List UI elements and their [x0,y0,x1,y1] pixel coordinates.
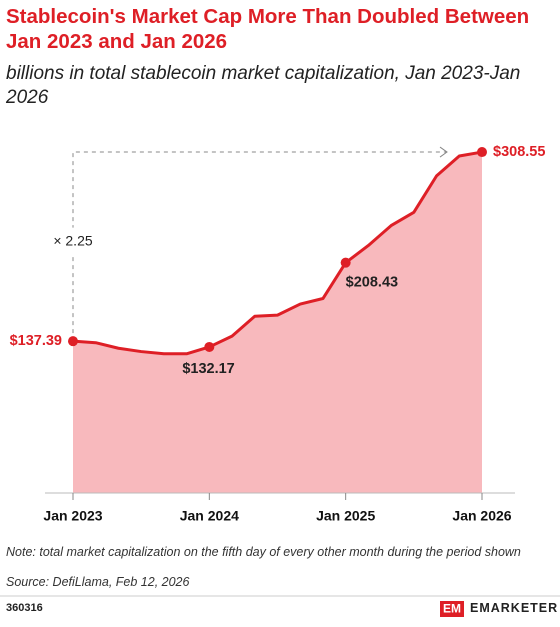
x-tick-label: Jan 2024 [180,508,239,524]
x-tick-label: Jan 2023 [43,508,102,524]
logo: EM [440,601,464,617]
brand: EMARKETER [470,601,559,615]
data-label: $132.17 [182,361,234,377]
source: Source: DefiLlama, Feb 12, 2026 [6,575,190,589]
data-label: $308.55 [493,144,545,160]
chart-id: 360316 [6,602,43,614]
note: Note: total market capitalization on the… [6,545,521,559]
annotation-box [41,227,105,256]
x-tick-label: Jan 2026 [452,508,511,524]
svg-text:EM: EM [443,602,461,616]
arrow-head [439,146,448,158]
chart-title: Stablecoin's Market Cap More Than Double… [6,5,530,53]
line [72,150,483,356]
point [340,257,351,268]
point [204,341,215,352]
chart-subtitle: billions in total stablecoin market capi… [6,63,521,108]
point [477,147,487,158]
data-label: $208.43 [346,275,398,291]
x-tick-label: Jan 2025 [316,508,375,524]
annotation: × 2.25 [53,232,93,248]
point [68,336,78,347]
data-label: $137.39 [10,333,62,349]
